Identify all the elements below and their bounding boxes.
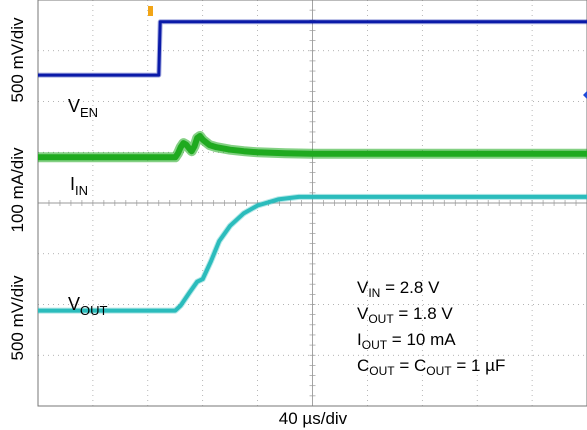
series-line-ven [38,20,587,77]
ylabel-ven: 500 mV/div [8,17,27,103]
annotation-block: VIN = 2.8 V VOUT = 1.8 V IOUT = 10 mA CO… [357,278,505,378]
label-vout: VOUT [68,294,108,318]
annotation-vin: VIN = 2.8 V [357,278,440,300]
label-ven: VEN [68,96,98,120]
annotation-iout: IOUT = 10 mA [357,330,456,352]
annotation-vout: VOUT = 1.8 V [357,304,453,326]
ylabel-iin: 100 mA/div [8,147,27,233]
annotation-cout: COUT = COUT = 1 µF [357,356,505,378]
grid [37,0,587,407]
plot-border [37,0,587,407]
trigger-marker [148,6,153,16]
series-line-vout [38,194,587,313]
series-line-iin [38,133,587,161]
xlabel: 40 µs/div [279,409,348,428]
traces [38,19,587,314]
ylabel-vout: 500 mV/div [8,275,27,361]
label-iin: IIN [70,174,88,198]
channel-offset-marker [583,91,587,99]
